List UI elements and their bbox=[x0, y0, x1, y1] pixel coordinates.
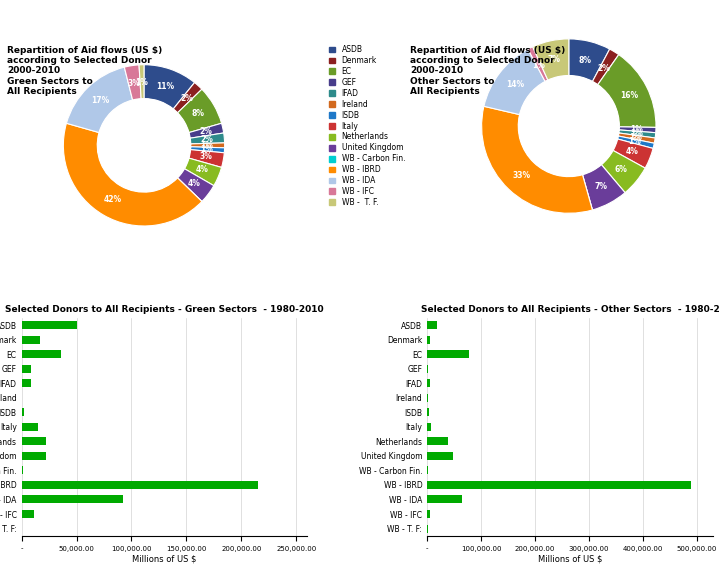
Text: 16%: 16% bbox=[620, 91, 639, 100]
Wedge shape bbox=[618, 133, 655, 143]
Bar bbox=[22, 510, 34, 518]
Bar bbox=[22, 481, 258, 489]
Title: Selected Donors to All Recipients - Other Sectors  - 1980-2: Selected Donors to All Recipients - Othe… bbox=[420, 306, 719, 314]
Bar bbox=[427, 379, 430, 387]
Wedge shape bbox=[618, 136, 654, 148]
Bar bbox=[427, 321, 437, 329]
Wedge shape bbox=[598, 55, 656, 128]
Bar bbox=[427, 510, 431, 518]
Text: 4%: 4% bbox=[196, 165, 208, 174]
Wedge shape bbox=[178, 89, 222, 133]
Text: Repartition of Aid flows (US $)
according to Selected Donor
2000-2010
Green Sect: Repartition of Aid flows (US $) accordin… bbox=[7, 46, 163, 96]
Bar bbox=[22, 336, 40, 344]
Wedge shape bbox=[178, 178, 202, 201]
Bar bbox=[22, 408, 24, 416]
Bar bbox=[427, 524, 428, 532]
Text: 1%: 1% bbox=[532, 60, 545, 70]
Wedge shape bbox=[189, 150, 225, 168]
Wedge shape bbox=[533, 39, 569, 80]
Bar bbox=[427, 437, 448, 445]
Text: 8%: 8% bbox=[579, 56, 592, 64]
Bar bbox=[22, 466, 23, 474]
Bar bbox=[427, 336, 430, 344]
Bar bbox=[427, 350, 469, 358]
Text: 1%: 1% bbox=[200, 145, 213, 154]
Text: 17%: 17% bbox=[91, 96, 109, 105]
Text: 14%: 14% bbox=[506, 80, 524, 89]
Circle shape bbox=[97, 99, 191, 192]
Title: Selected Donors to All Recipients - Green Sectors  - 1980-2010: Selected Donors to All Recipients - Gree… bbox=[5, 306, 324, 314]
Text: 1%: 1% bbox=[200, 141, 213, 150]
Text: 2%: 2% bbox=[180, 95, 193, 103]
Wedge shape bbox=[63, 123, 202, 226]
Bar bbox=[427, 452, 453, 460]
Wedge shape bbox=[184, 158, 222, 186]
Wedge shape bbox=[191, 147, 225, 153]
Wedge shape bbox=[125, 65, 141, 100]
Text: 2%: 2% bbox=[200, 135, 213, 144]
Bar bbox=[22, 437, 46, 445]
Bar bbox=[22, 321, 76, 329]
Text: 1%: 1% bbox=[630, 125, 643, 134]
Wedge shape bbox=[482, 106, 593, 213]
Wedge shape bbox=[66, 67, 132, 133]
Bar bbox=[22, 423, 38, 431]
Bar bbox=[22, 379, 32, 387]
X-axis label: Millions of US $: Millions of US $ bbox=[132, 554, 197, 563]
Legend: ASDB, Denmark, EC, GEF, IFAD, Ireland, ISDB, Italy, Netherlands, United Kingdom,: ASDB, Denmark, EC, GEF, IFAD, Ireland, I… bbox=[329, 45, 405, 207]
Wedge shape bbox=[189, 123, 224, 138]
Text: 4%: 4% bbox=[188, 179, 201, 188]
Wedge shape bbox=[528, 47, 548, 82]
Circle shape bbox=[518, 75, 619, 177]
Text: 2%: 2% bbox=[199, 127, 212, 136]
Wedge shape bbox=[178, 169, 214, 201]
Wedge shape bbox=[582, 165, 625, 210]
Text: 1%: 1% bbox=[629, 137, 642, 146]
Wedge shape bbox=[174, 83, 202, 113]
Text: Repartition of Aid flows (US $)
according to Selected Donor
2000-2010
Other Sect: Repartition of Aid flows (US $) accordin… bbox=[410, 46, 566, 96]
Text: 3%: 3% bbox=[128, 79, 141, 88]
Bar bbox=[427, 423, 431, 431]
Wedge shape bbox=[191, 143, 225, 148]
Wedge shape bbox=[619, 130, 656, 138]
Bar bbox=[22, 350, 61, 358]
Wedge shape bbox=[569, 39, 610, 82]
Text: 4%: 4% bbox=[626, 147, 639, 156]
Wedge shape bbox=[190, 133, 225, 144]
Bar bbox=[427, 365, 428, 373]
Wedge shape bbox=[144, 65, 194, 109]
Text: 3%: 3% bbox=[199, 152, 212, 161]
Bar bbox=[427, 408, 428, 416]
Wedge shape bbox=[139, 65, 144, 99]
Text: 7%: 7% bbox=[548, 55, 561, 64]
Bar bbox=[427, 481, 691, 489]
Wedge shape bbox=[613, 139, 653, 168]
Wedge shape bbox=[619, 127, 656, 133]
Wedge shape bbox=[484, 49, 545, 115]
Text: 2%: 2% bbox=[598, 64, 611, 72]
X-axis label: Millions of US $: Millions of US $ bbox=[538, 554, 602, 563]
Bar bbox=[22, 452, 46, 460]
Bar bbox=[22, 365, 32, 373]
Bar bbox=[427, 495, 462, 503]
Text: 8%: 8% bbox=[192, 109, 205, 119]
Text: 7%: 7% bbox=[594, 182, 607, 190]
Wedge shape bbox=[601, 150, 645, 193]
Text: 42%: 42% bbox=[104, 196, 122, 204]
Text: 11%: 11% bbox=[156, 82, 174, 91]
Text: 1%: 1% bbox=[630, 129, 643, 138]
Wedge shape bbox=[593, 49, 618, 84]
Wedge shape bbox=[582, 175, 593, 210]
Text: 1%: 1% bbox=[629, 133, 642, 142]
Text: 6%: 6% bbox=[615, 165, 628, 174]
Bar bbox=[427, 466, 428, 474]
Text: 33%: 33% bbox=[513, 171, 531, 180]
Text: 1%: 1% bbox=[135, 78, 148, 87]
Bar bbox=[22, 495, 122, 503]
